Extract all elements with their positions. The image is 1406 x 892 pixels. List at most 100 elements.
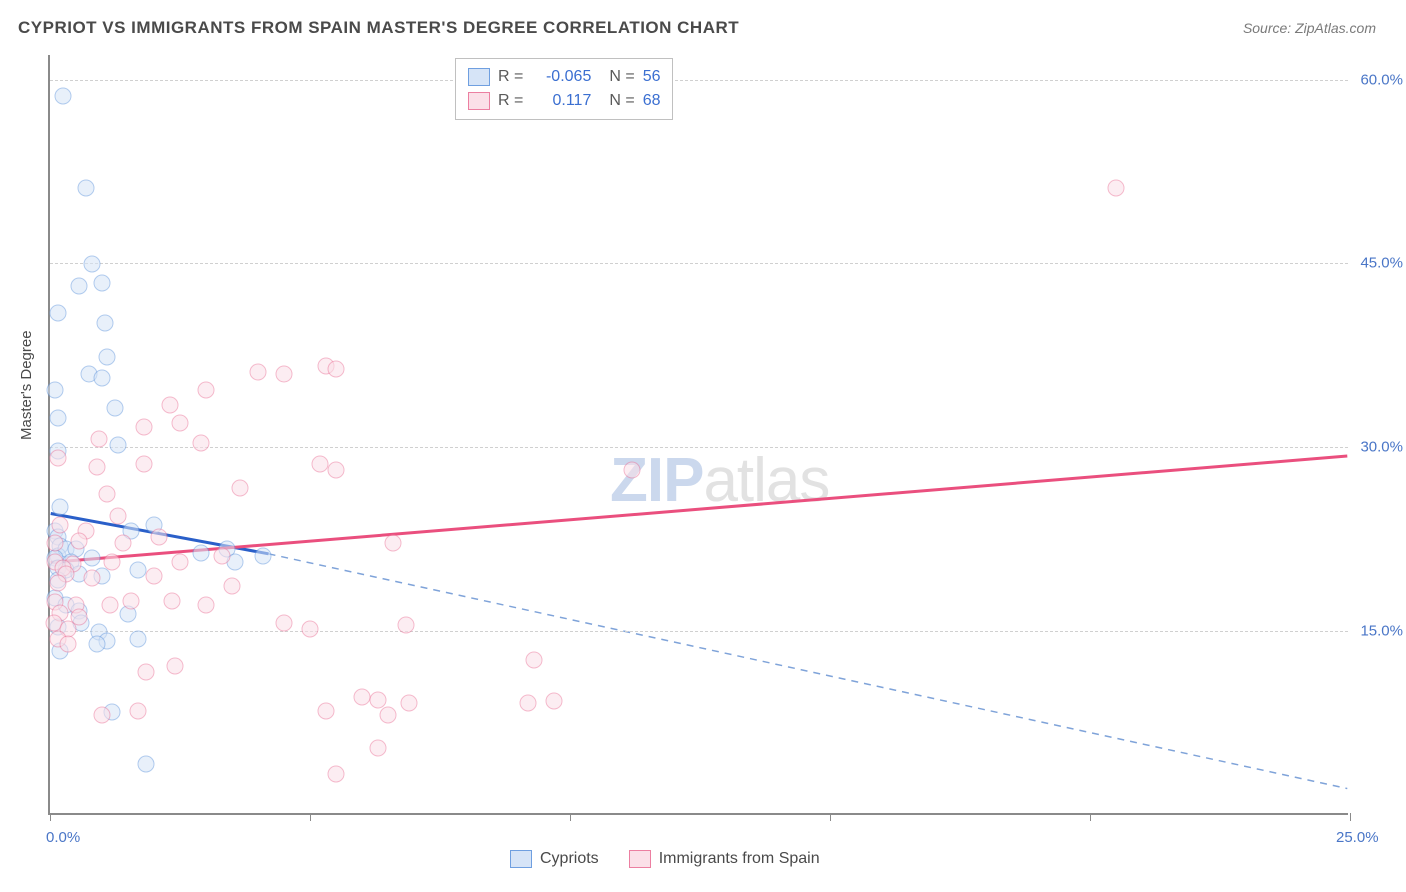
watermark: ZIPatlas — [610, 445, 829, 516]
data-point — [130, 703, 147, 720]
data-point — [83, 255, 100, 272]
data-point — [255, 547, 272, 564]
data-point — [151, 529, 168, 546]
y-tick-label: 30.0% — [1360, 439, 1403, 456]
series-legend: CypriotsImmigrants from Spain — [510, 850, 820, 868]
gridline — [50, 80, 1348, 81]
data-point — [398, 617, 415, 634]
gridline — [50, 631, 1348, 632]
x-tick — [570, 813, 571, 821]
plot-area: ZIPatlas 15.0%30.0%45.0%60.0% — [48, 55, 1348, 815]
data-point — [302, 621, 319, 638]
data-point — [88, 459, 105, 476]
data-point — [276, 366, 293, 383]
data-point — [161, 396, 178, 413]
data-point — [99, 349, 116, 366]
chart-title: CYPRIOT VS IMMIGRANTS FROM SPAIN MASTER'… — [18, 18, 739, 38]
y-tick-label: 45.0% — [1360, 255, 1403, 272]
data-point — [49, 574, 66, 591]
gridline — [50, 263, 1348, 264]
data-point — [94, 275, 111, 292]
x-tick — [1090, 813, 1091, 821]
data-point — [130, 630, 147, 647]
data-point — [49, 410, 66, 427]
data-point — [213, 547, 230, 564]
data-point — [624, 461, 641, 478]
data-point — [166, 657, 183, 674]
data-point — [109, 508, 126, 525]
data-point — [49, 449, 66, 466]
legend-swatch — [468, 92, 490, 110]
data-point — [78, 179, 95, 196]
y-tick-label: 15.0% — [1360, 623, 1403, 640]
legend-swatch — [468, 68, 490, 86]
legend-item: Cypriots — [510, 850, 599, 868]
data-point — [520, 694, 537, 711]
y-axis-label: Master's Degree — [18, 330, 35, 440]
data-point — [369, 692, 386, 709]
data-point — [70, 277, 87, 294]
x-tick — [310, 813, 311, 821]
x-tick — [830, 813, 831, 821]
data-point — [198, 596, 215, 613]
data-point — [49, 304, 66, 321]
data-point — [109, 437, 126, 454]
data-point — [525, 651, 542, 668]
y-tick-label: 60.0% — [1360, 71, 1403, 88]
data-point — [354, 688, 371, 705]
data-point — [231, 480, 248, 497]
data-point — [101, 596, 118, 613]
data-point — [47, 382, 64, 399]
data-point — [276, 615, 293, 632]
data-point — [94, 706, 111, 723]
legend-row: R = 0.117N = 68 — [468, 89, 660, 113]
data-point — [55, 87, 72, 104]
data-point — [83, 569, 100, 586]
data-point — [104, 553, 121, 570]
data-point — [135, 455, 152, 472]
legend-swatch — [629, 850, 651, 868]
data-point — [192, 434, 209, 451]
legend-swatch — [510, 850, 532, 868]
data-point — [88, 635, 105, 652]
gridline — [50, 447, 1348, 448]
data-point — [369, 740, 386, 757]
data-point — [130, 562, 147, 579]
data-point — [172, 553, 189, 570]
data-point — [107, 400, 124, 417]
data-point — [328, 361, 345, 378]
data-point — [198, 382, 215, 399]
data-point — [138, 664, 155, 681]
data-point — [172, 415, 189, 432]
data-point — [250, 363, 267, 380]
data-point — [224, 578, 241, 595]
data-point — [94, 369, 111, 386]
data-point — [135, 418, 152, 435]
source-label: Source: ZipAtlas.com — [1243, 20, 1376, 36]
data-point — [328, 765, 345, 782]
data-point — [138, 755, 155, 772]
x-tick-min: 0.0% — [46, 829, 80, 846]
data-point — [192, 545, 209, 562]
data-point — [546, 693, 563, 710]
x-tick-max: 25.0% — [1336, 829, 1379, 846]
legend-row: R = -0.065N = 56 — [468, 65, 660, 89]
data-point — [83, 550, 100, 567]
data-point — [122, 592, 139, 609]
data-point — [60, 635, 77, 652]
data-point — [380, 706, 397, 723]
trend-lines — [50, 55, 1348, 813]
data-point — [52, 498, 69, 515]
data-point — [114, 535, 131, 552]
data-point — [328, 461, 345, 478]
data-point — [317, 703, 334, 720]
data-point — [1108, 179, 1125, 196]
data-point — [164, 592, 181, 609]
x-tick — [50, 813, 51, 821]
data-point — [70, 532, 87, 549]
chart-container: CYPRIOT VS IMMIGRANTS FROM SPAIN MASTER'… — [0, 0, 1406, 892]
data-point — [52, 516, 69, 533]
data-point — [385, 535, 402, 552]
x-tick — [1350, 813, 1351, 821]
data-point — [146, 568, 163, 585]
